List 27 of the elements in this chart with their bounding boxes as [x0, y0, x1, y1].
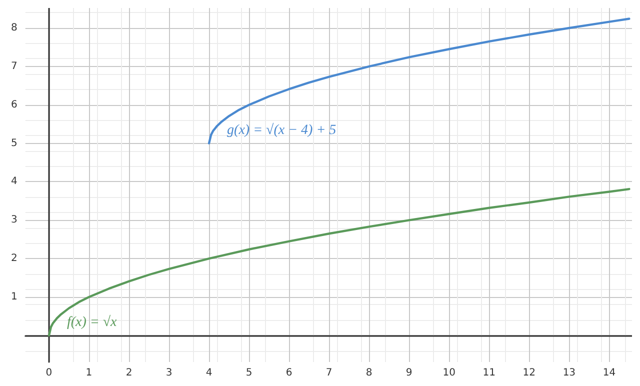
- y-tick-label: 1: [10, 292, 18, 303]
- x-tick-label: 13: [562, 368, 576, 378]
- annotation: f(x) = √x: [66, 314, 118, 330]
- x-tick-label: 6: [286, 368, 292, 378]
- y-tick-label: 6: [10, 99, 18, 110]
- x-tick-label: 7: [326, 368, 332, 378]
- x-tick-label: 12: [522, 368, 536, 378]
- x-tick-label: 9: [406, 368, 412, 378]
- x-tick-label: 5: [246, 368, 252, 378]
- y-tick-label: 3: [10, 214, 18, 226]
- line-series: [48, 188, 630, 337]
- y-tick-label: 4: [10, 176, 18, 188]
- x-tick-label: 4: [206, 368, 212, 378]
- y-tick-label: 5: [10, 138, 18, 149]
- y-tick-label: 7: [10, 60, 18, 72]
- x-tick-label: 1: [86, 368, 92, 378]
- x-tick-label: 0: [46, 368, 52, 378]
- x-tick-label: 14: [602, 368, 616, 378]
- x-tick-label: 10: [442, 368, 456, 378]
- x-tick-label: 3: [166, 368, 172, 378]
- x-tick-label: 11: [482, 368, 496, 378]
- x-tick-label: 2: [126, 368, 132, 378]
- line-series: [208, 18, 630, 144]
- annotation: g(x) = √(x − 4) + 5: [227, 122, 336, 138]
- y-tick-label: 8: [10, 22, 18, 34]
- y-tick-label: 2: [10, 253, 18, 264]
- x-tick-label: 8: [366, 368, 372, 378]
